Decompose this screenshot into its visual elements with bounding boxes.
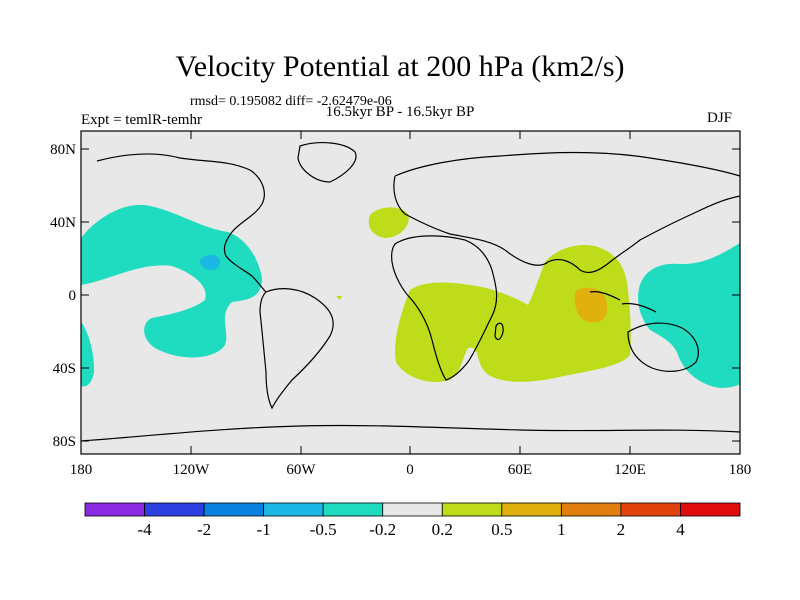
x-tick-marks — [80, 131, 741, 454]
season-label: DJF — [707, 110, 733, 126]
colorbar-swatch — [203, 502, 265, 517]
region-neg-west-edge — [81, 322, 95, 387]
colorbar-swatch — [680, 502, 741, 517]
x-tick-label: 180 — [70, 462, 93, 478]
y-tick-label: 80S — [53, 434, 76, 450]
colorbar-swatch — [441, 502, 503, 517]
shaded-regions — [81, 204, 740, 388]
colorbar-label: 2 — [617, 520, 626, 539]
colorbar-label: -4 — [137, 520, 152, 539]
coast-madagascar — [494, 322, 504, 341]
colorbar-swatch — [620, 502, 681, 517]
colorbar — [84, 502, 741, 517]
x-tick-label: 0 — [406, 462, 414, 478]
colorbar-label: -1 — [257, 520, 271, 539]
colorbar-swatch — [560, 502, 622, 517]
coast-africa — [391, 235, 498, 381]
region-neg-west-pacific — [638, 243, 740, 388]
x-tick-label: 120W — [173, 462, 211, 478]
y-tick-label: 0 — [69, 288, 77, 304]
colorbar-swatch — [84, 502, 145, 517]
y-tick-label: 40S — [53, 361, 76, 377]
coast-australia — [627, 322, 699, 372]
y-tick-label: 40N — [50, 215, 76, 231]
colorbar-label: 0.2 — [432, 520, 453, 539]
coast-greenland — [297, 142, 357, 183]
x-tick-label: 60W — [286, 462, 316, 478]
plot-title: Velocity Potential at 200 hPa (km2/s) — [175, 50, 625, 83]
region-pos-small-atlantic — [336, 296, 342, 300]
region-pos-mediterranean — [368, 207, 409, 238]
colorbar-swatch — [322, 502, 384, 517]
y-tick-label: 80N — [50, 142, 76, 158]
colorbar-label: 0.5 — [491, 520, 512, 539]
colorbar-label: -0.5 — [310, 520, 337, 539]
colorbar-swatch — [144, 502, 205, 517]
colorbar-labels: -4 -2 -1 -0.5 -0.2 0.2 0.5 1 2 4 — [137, 520, 685, 539]
coastlines — [80, 142, 741, 442]
colorbar-label: -2 — [197, 520, 211, 539]
x-tick-label: 180 — [729, 462, 752, 478]
y-tick-marks — [81, 148, 740, 442]
coast-north-america — [96, 153, 267, 293]
x-tick-label: 120E — [614, 462, 646, 478]
x-tick-labels: 180 120W 60W 0 60E 120E 180 — [70, 462, 752, 478]
period-label: 16.5kyr BP - 16.5kyr BP — [325, 104, 475, 120]
region-pos-mid-indonesia — [574, 287, 608, 323]
region-neg-mid-pacific-spot — [199, 254, 220, 270]
coast-indonesia — [589, 291, 657, 313]
experiment-label: Expt = temlR-temhr — [81, 112, 202, 128]
colorbar-label: 1 — [557, 520, 566, 539]
coast-eurasia — [393, 151, 741, 274]
y-tick-labels: 80N 40N 0 40S 80S — [50, 142, 76, 450]
coast-south-america — [259, 288, 334, 410]
region-neg-eastern-pacific — [81, 204, 262, 358]
colorbar-label: 4 — [676, 520, 685, 539]
colorbar-swatch — [382, 502, 443, 517]
region-pos-africa-indian-ocean — [395, 244, 631, 382]
colorbar-label: -0.2 — [369, 520, 396, 539]
colorbar-swatch — [501, 502, 562, 517]
x-tick-label: 60E — [508, 462, 532, 478]
colorbar-swatch — [263, 502, 324, 517]
stats-label: rmsd= 0.195082 diff= -2.62479e-06 — [190, 94, 392, 109]
coast-antarctica — [80, 424, 741, 442]
